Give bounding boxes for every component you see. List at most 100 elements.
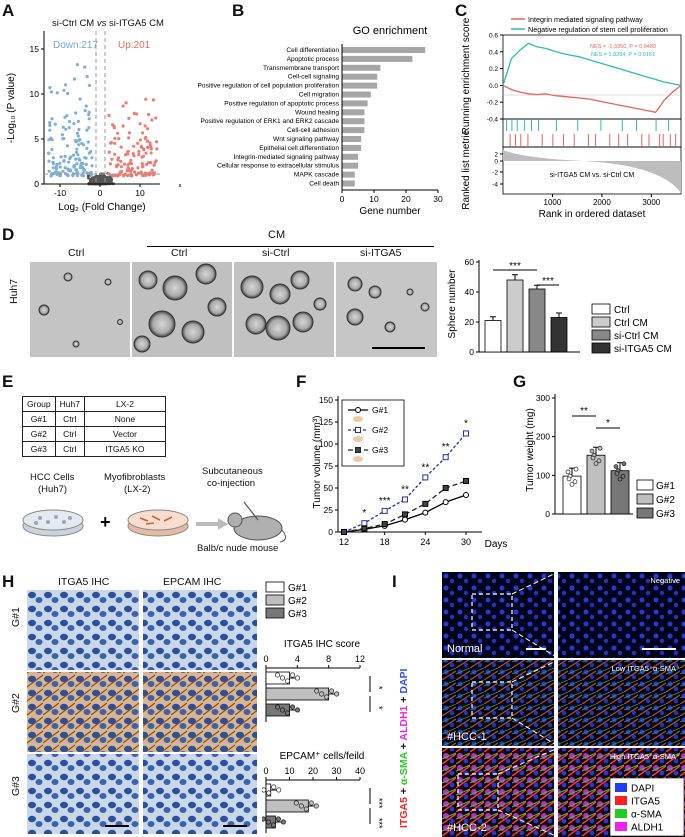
go-bar [342,180,355,187]
volume-xtick: 24 [420,537,430,547]
volcano-point-down [76,119,80,123]
panel-label-i: I [392,572,397,591]
volcano-point-down [49,90,54,94]
gsea-ytick: 0.4 [489,49,498,56]
volcano-point-down [79,163,83,167]
weight-sig: * [606,418,610,429]
panel-label-e: E [2,372,14,391]
ihc-score-title: ITGA5 IHC score [284,639,361,650]
volcano-point-up [127,136,131,140]
volcano-point-down [87,117,91,121]
tumor-photo-icon [353,456,363,462]
volcano-point-up [138,138,142,142]
e-myo-label: Myofibroblasts [104,472,166,483]
go-xtick: 0 [340,194,345,204]
e-th-lx2: LX-2 [83,396,166,412]
volcano-point-up [136,166,140,170]
if-row-normal: Normal [447,643,482,655]
volcano-point-down [58,165,62,169]
h-dot [266,790,272,796]
h-dot [289,704,295,710]
go-bar [342,109,365,116]
volume-xlabel: Days [485,539,508,550]
volcano-point-up [132,154,136,158]
volcano-point-down [74,168,78,172]
sphere-legend-label: si-ITGA5 CM [614,344,672,355]
h-dot [284,678,290,684]
go-bar [342,64,381,71]
h-dot [334,691,340,697]
go-category-label: Cell differentiation [286,47,339,54]
h-dot [276,787,282,793]
e-dish-hcc [22,509,84,537]
go-category-label: Integrin-mediated signaling pathway [233,154,339,161]
volume-point [402,511,408,518]
volcano-point-down [75,150,79,154]
weight-dot [566,476,572,482]
if-hcc1-zoom [558,660,685,746]
volcano-point-up [150,168,154,172]
gsea-stat-red: NES = -1.3350, P = 0.0489 [590,44,656,50]
d-row-huh7: Huh7 [8,278,20,304]
volcano-point [99,179,102,183]
volcano-point-down [48,128,52,132]
h-dot [275,672,281,678]
go-bar [342,47,426,53]
h-sig: *** [374,818,384,829]
volcano-point-down [74,157,78,161]
go-category-label: Transmembrane transport [263,65,339,72]
volcano-point-up [146,145,150,150]
gsea-xtick: 2000 [593,198,611,207]
volcano-point-down [48,123,52,127]
h-dot [324,694,330,700]
volcano-point-down [71,173,75,177]
e-cell: G#2 [22,426,56,442]
d-col-si-ctrl: si-Ctrl [262,247,290,259]
volcano-point-up [113,141,117,145]
volcano-point-down [76,134,80,138]
volume-point [361,525,368,532]
h-sig: *** [374,798,384,809]
volume-ytick: 100 [319,439,333,449]
volcano-point-up [107,113,111,118]
volcano-point-up [108,162,112,166]
volcano-point-down [68,156,72,161]
h-sig: * [374,686,384,690]
if-row-hcc1: #HCC-1 [447,731,487,743]
gsea-legend-red: Integrin mediated signaling pathway [528,15,643,24]
volcano-point-up [110,157,114,161]
volume-point [422,500,429,507]
go-bars: Cell differentiation Apoptotic process Tra… [198,47,426,188]
volcano-point-down [65,144,69,148]
volcano-yticks: 0 5 10 15 [30,44,44,189]
tumor-photo-icon [353,436,363,442]
gsea-hits [506,120,677,146]
gsea-xlabel: Rank in ordered dataset [539,209,646,220]
h-xtick: 0 [263,654,268,664]
go-category-label: Cell-cell signaling [288,74,340,81]
e-cell: G#3 [22,441,56,457]
volume-point [361,520,368,527]
go-bar [342,153,358,160]
weight-dot [573,466,579,472]
sphere-ytick: 20 [465,317,475,327]
weight-dot [617,476,623,482]
sphere-legend-label: Ctrl CM [614,318,648,329]
volcano-point-up [141,131,145,135]
weight-dot [620,473,626,479]
volcano-point [95,174,99,178]
gsea-ytick: -0.4 [487,117,499,124]
volcano-point-down [50,147,54,152]
h-legend-swatch [265,581,285,593]
ihc-itga5-g1 [27,590,139,670]
volcano-point-down [49,174,53,178]
volcano-up-label: Up:201 [118,40,151,51]
volcano-point-down [47,159,51,163]
volcano-ytick: 5 [34,134,39,144]
volcano-point-down [55,162,59,167]
volcano-points [46,63,159,186]
go-bar [342,144,362,151]
gsea-stat-teal: NES = 1.8284, P = 0.0161 [591,52,655,58]
sphere-bar [484,320,502,353]
volcano-point-down [80,173,84,177]
